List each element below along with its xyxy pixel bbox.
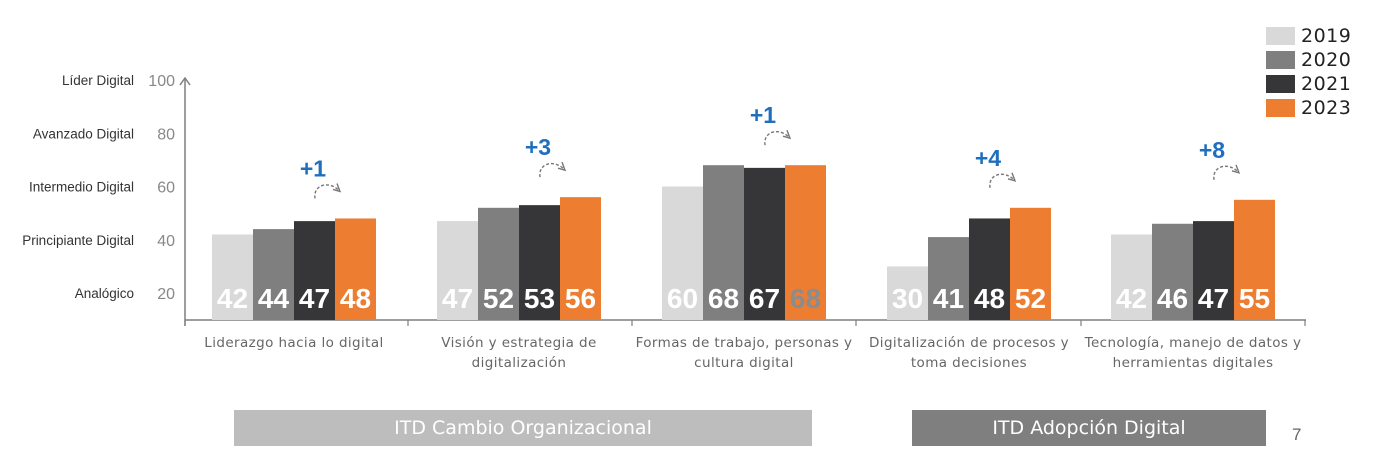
delta-arrowhead-icon — [782, 129, 792, 140]
bar-value-label: 53 — [524, 283, 555, 314]
bar-value-label: 60 — [667, 283, 698, 314]
bar-value-label: 47 — [1198, 283, 1229, 314]
delta-arrow-icon — [764, 130, 790, 146]
y-level-label: Principiante Digital — [22, 233, 134, 248]
legend-label-2019: 2019 — [1301, 25, 1352, 47]
y-axis-arrow — [179, 76, 191, 86]
bar — [478, 207, 519, 320]
bar — [969, 218, 1010, 320]
bar — [335, 218, 376, 320]
category-label: toma decisiones — [911, 355, 1027, 371]
legend-swatch-2023 — [1266, 99, 1295, 117]
y-tick-label: 20 — [157, 286, 175, 303]
y-tick-label: 100 — [148, 73, 175, 90]
delta-label: +8 — [1199, 137, 1225, 163]
bar — [1193, 221, 1234, 320]
bar-value-label: 47 — [299, 283, 330, 314]
y-level-label: Avanzado Digital — [33, 126, 134, 141]
category-label: Digitalización de procesos y — [869, 335, 1069, 351]
bar-value-label: 48 — [974, 283, 1005, 314]
legend-swatch-2021 — [1266, 75, 1295, 93]
legend: 2019 2020 2021 2023 — [1266, 24, 1351, 120]
page-number: 7 — [1292, 425, 1302, 444]
delta-arrow-icon — [539, 162, 565, 178]
bar-value-label: 42 — [1116, 283, 1147, 314]
delta-arrowhead-icon — [332, 183, 342, 193]
category-label: Visión y estrategia de — [441, 335, 596, 351]
category-label: Liderazgo hacia lo digital — [204, 335, 383, 351]
legend-swatch-2019 — [1266, 27, 1295, 45]
legend-label-2021: 2021 — [1301, 73, 1352, 95]
legend-item-2021: 2021 — [1266, 72, 1351, 96]
bar — [887, 266, 928, 320]
delta-arrowhead-icon — [1231, 164, 1241, 174]
bar — [212, 234, 253, 320]
bar-value-label: 52 — [483, 283, 514, 314]
group-banner-adopcion-digital: ITD Adopción Digital — [912, 410, 1266, 446]
legend-item-2020: 2020 — [1266, 48, 1351, 72]
y-tick-label: 80 — [157, 126, 175, 143]
bar — [1111, 234, 1152, 320]
category-label: Formas de trabajo, personas y — [636, 335, 853, 351]
category-label: cultura digital — [694, 355, 794, 371]
delta-label: +4 — [975, 145, 1001, 171]
bar-value-label: 47 — [442, 283, 473, 314]
bar — [294, 221, 335, 320]
y-level-label: Analógico — [75, 286, 134, 301]
delta-arrowhead-icon — [557, 161, 567, 172]
group-banner-cambio-organizacional: ITD Cambio Organizacional — [234, 410, 812, 446]
bar-value-label: 48 — [340, 283, 371, 314]
bar-value-label: 55 — [1239, 283, 1270, 314]
category-label: digitalización — [472, 355, 567, 371]
bar-value-label: 56 — [565, 283, 596, 314]
bar — [1010, 207, 1051, 320]
delta-arrow-icon — [1213, 165, 1239, 180]
bar — [703, 165, 744, 320]
delta-arrowhead-icon — [1007, 172, 1017, 182]
delta-arrow-icon — [989, 173, 1015, 188]
delta-label: +1 — [750, 102, 776, 128]
bar-value-label: 44 — [258, 283, 290, 314]
bar — [662, 186, 703, 320]
legend-item-2023: 2023 — [1266, 96, 1351, 120]
bar — [744, 167, 785, 320]
delta-label: +3 — [525, 134, 551, 160]
bar — [785, 165, 826, 320]
bar — [1152, 223, 1193, 320]
category-label: herramientas digitales — [1113, 355, 1274, 371]
bar-value-label: 46 — [1157, 283, 1188, 314]
bar-value-label: 52 — [1015, 283, 1046, 314]
bar — [560, 197, 601, 320]
bar — [928, 237, 969, 320]
legend-label-2020: 2020 — [1301, 49, 1352, 71]
bar — [1234, 199, 1275, 320]
delta-arrow-icon — [314, 184, 340, 199]
bar-value-label: 30 — [892, 283, 923, 314]
y-tick-label: 60 — [157, 180, 175, 197]
delta-label: +1 — [300, 155, 326, 181]
bar — [253, 229, 294, 320]
legend-item-2019: 2019 — [1266, 24, 1351, 48]
y-level-label: Intermedio Digital — [29, 180, 134, 195]
bar-value-label: 42 — [217, 283, 248, 314]
bar-chart: 20 Analógico 40 Principiante Digital 60 Inter… — [22, 73, 1306, 371]
y-level-label: Líder Digital — [62, 73, 134, 88]
bar-value-label: 68 — [708, 283, 739, 314]
y-tick-label: 40 — [157, 233, 175, 250]
legend-swatch-2020 — [1266, 51, 1295, 69]
bar-value-label: 67 — [749, 283, 780, 314]
legend-label-2023: 2023 — [1301, 97, 1352, 119]
bar — [437, 221, 478, 320]
bar-value-label: 68 — [790, 283, 821, 314]
bar-value-label: 41 — [933, 283, 964, 314]
category-label: Tecnología, manejo de datos y — [1084, 335, 1302, 351]
bar — [519, 205, 560, 320]
